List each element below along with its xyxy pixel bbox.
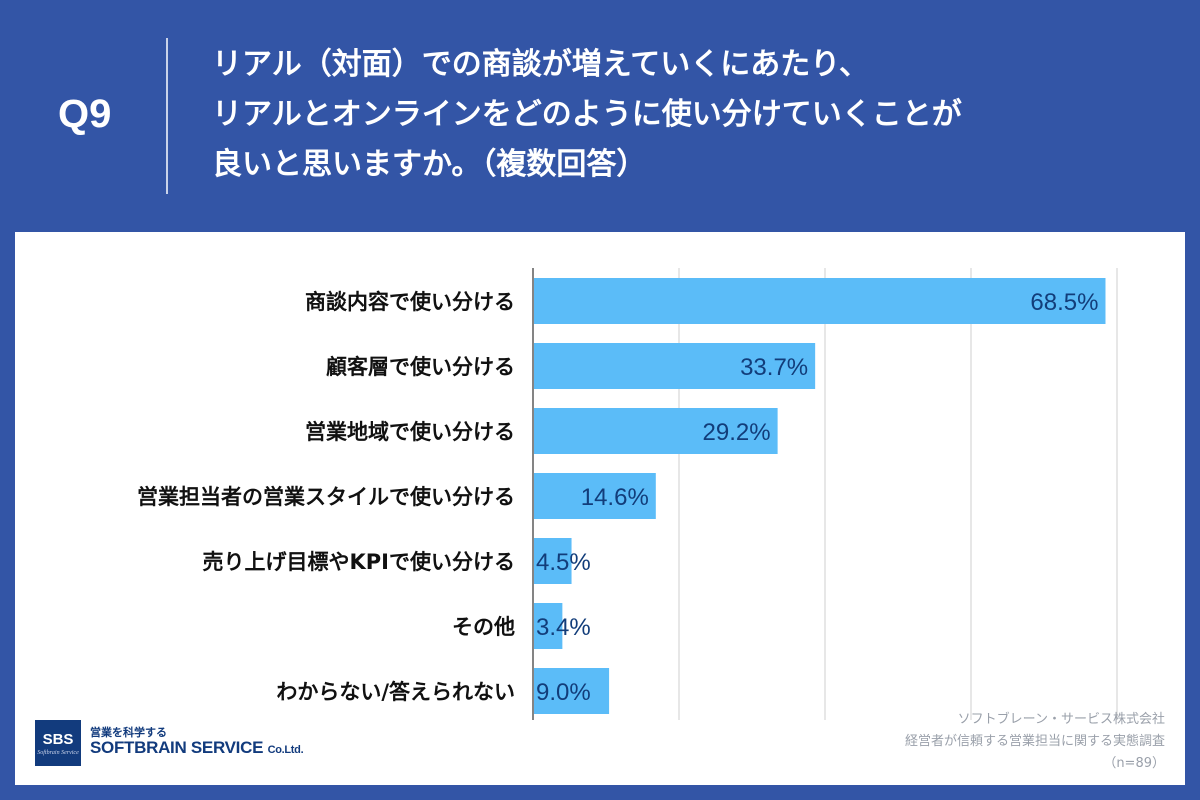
value-label: 3.4% <box>536 614 591 641</box>
category-label: その他 <box>452 615 515 639</box>
value-label: 33.7% <box>740 354 808 381</box>
category-label: 顧客層で使い分ける <box>326 355 515 379</box>
question-number: Q9 <box>58 92 112 136</box>
logo-tagline: 営業を科学する <box>90 726 167 739</box>
question-line-1: リアル（対面）での商談が増えていくにあたり、 <box>212 47 869 82</box>
bar <box>534 538 572 584</box>
bar <box>534 603 563 649</box>
logo-name: SOFTBRAIN SERVICE Co.Ltd. <box>90 738 304 758</box>
category-label: 商談内容で使い分ける <box>305 290 515 314</box>
logo-mark-subtext: Softbrain Service <box>37 750 79 756</box>
chart-panel: 商談内容で使い分ける 68.5% 顧客層で使い分ける 33.7% 営業地域で使い分ける 2… <box>15 232 1185 785</box>
category-label: わからない/答えられない <box>276 680 515 704</box>
value-label: 9.0% <box>536 679 591 706</box>
bar <box>534 408 778 454</box>
logo-name-text: SOFTBRAIN SERVICE <box>90 738 264 757</box>
question-header: Q9 リアル（対面）での商談が増えていくにあたり、 リアルとオンラインをどのよう… <box>0 0 1200 230</box>
bar <box>534 473 656 519</box>
category-label: 売り上げ目標やKPIで使い分ける <box>203 550 515 574</box>
bar <box>534 668 610 714</box>
value-label: 14.6% <box>581 484 649 511</box>
value-label: 68.5% <box>1030 289 1098 316</box>
logo-mark: SBS <box>35 720 81 766</box>
category-label: 営業担当者の営業スタイルで使い分ける <box>137 485 515 509</box>
header-divider <box>166 38 168 194</box>
bar <box>534 278 1106 324</box>
value-label: 29.2% <box>703 419 771 446</box>
bar-chart: 商談内容で使い分ける 68.5% 顧客層で使い分ける 33.7% 営業地域で使い分ける 2… <box>137 268 1118 720</box>
question-line-2: リアルとオンラインをどのように使い分けていくことが <box>212 97 962 132</box>
value-label: 4.5% <box>536 549 591 576</box>
question-text: リアル（対面）での商談が増えていくにあたり、 リアルとオンラインをどのように使い… <box>212 40 962 190</box>
sample-size: （n=89） <box>1103 756 1165 771</box>
logo-suffix: Co.Ltd. <box>267 744 304 756</box>
source-note: ソフトブレーン・サービス株式会社 経営者が信頼する営業担当に関する実態調査 （n… <box>905 709 1165 775</box>
category-label: 営業地域で使い分ける <box>305 420 515 444</box>
company-logo: SBS Softbrain Service 営業を科学する SOFTBRAIN … <box>35 720 335 770</box>
bar <box>534 343 816 389</box>
source-survey: 経営者が信頼する営業担当に関する実態調査 <box>904 734 1165 749</box>
question-line-3: 良いと思いますか。（複数回答） <box>212 147 647 182</box>
source-company: ソフトブレーン・サービス株式会社 <box>957 712 1165 727</box>
